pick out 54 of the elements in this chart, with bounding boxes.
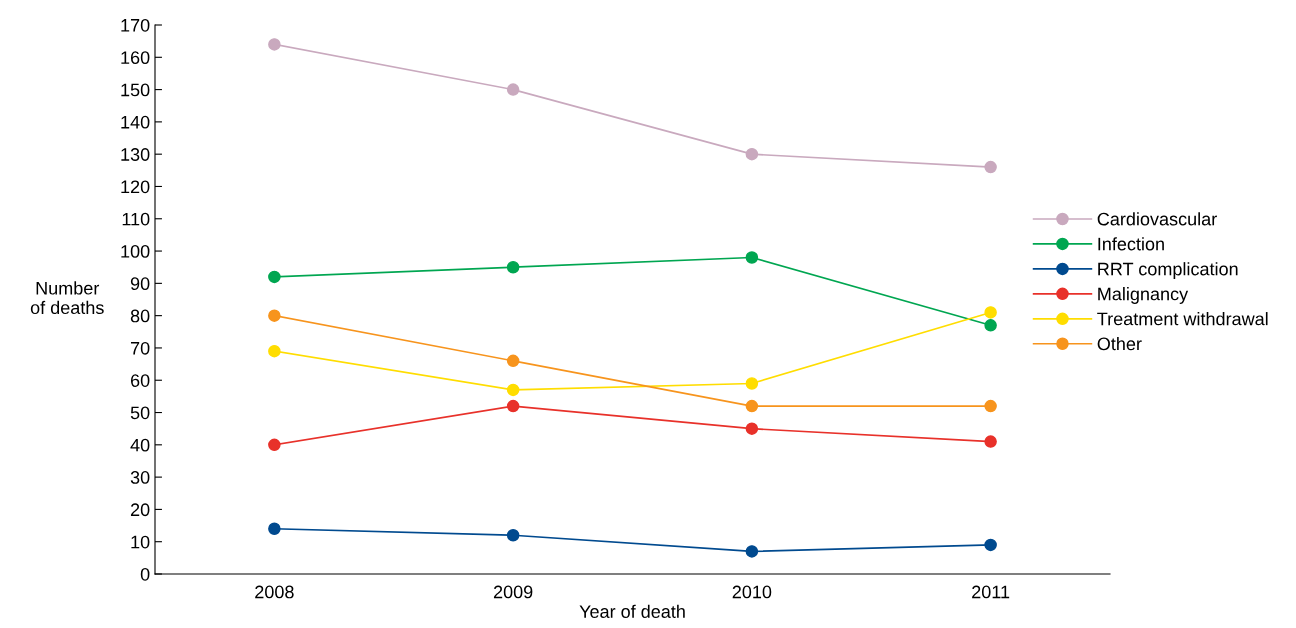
y-tick-label: 50 bbox=[130, 406, 150, 420]
y-tick-label: 110 bbox=[122, 212, 150, 226]
legend-label: Infection bbox=[1098, 237, 1164, 251]
x-tick-label: 2008 bbox=[255, 585, 294, 599]
point bbox=[984, 538, 997, 552]
y-tick-label: 10 bbox=[131, 535, 150, 549]
point bbox=[984, 435, 997, 448]
point bbox=[745, 422, 759, 435]
legend-label: Treatment withdrawal bbox=[1097, 312, 1268, 326]
point bbox=[506, 528, 520, 542]
x-tick-label: 2011 bbox=[972, 585, 1010, 599]
y-tick-label: 20 bbox=[130, 503, 150, 517]
point bbox=[745, 399, 759, 413]
y-tick-label: 150 bbox=[121, 83, 150, 97]
point bbox=[268, 270, 281, 284]
y-tick-label: 80 bbox=[130, 309, 150, 323]
point bbox=[984, 399, 997, 413]
x-tick-label: 2010 bbox=[732, 585, 772, 599]
x-axis-title: Year of death bbox=[579, 604, 685, 618]
point bbox=[745, 545, 759, 558]
y-tick-label: 60 bbox=[130, 374, 150, 387]
legend-label: Other bbox=[1097, 337, 1142, 351]
y-tick-label: 120 bbox=[121, 180, 150, 194]
y-tick-label: 90 bbox=[130, 277, 150, 291]
legend-label: Malignancy bbox=[1098, 287, 1189, 304]
point bbox=[745, 251, 759, 264]
y-tick-label: 40 bbox=[130, 438, 150, 452]
y-axis-title: Number of deaths bbox=[30, 281, 104, 315]
y-tick-label: 30 bbox=[130, 471, 150, 484]
y-tick-label: 140 bbox=[121, 115, 150, 129]
y-tick-label: 0 bbox=[140, 567, 150, 581]
point bbox=[745, 147, 759, 161]
y-tick-label: 160 bbox=[121, 51, 150, 65]
point bbox=[268, 522, 281, 536]
y-tick-label: 100 bbox=[121, 244, 150, 258]
legend-label: RRT complication bbox=[1098, 262, 1238, 279]
point bbox=[506, 399, 520, 413]
point bbox=[984, 306, 997, 319]
point bbox=[268, 309, 281, 322]
point bbox=[506, 260, 520, 274]
y-tick-label: 130 bbox=[121, 148, 150, 161]
y-tick-label: 170 bbox=[121, 18, 150, 32]
point bbox=[268, 438, 281, 452]
point bbox=[506, 383, 520, 397]
point bbox=[268, 38, 281, 51]
x-tick-label: 2009 bbox=[493, 585, 533, 599]
point bbox=[745, 377, 759, 390]
point bbox=[984, 319, 997, 332]
legend-label: Cardiovascular bbox=[1097, 212, 1217, 226]
point bbox=[268, 344, 281, 358]
point bbox=[506, 354, 520, 368]
point bbox=[984, 160, 997, 174]
point bbox=[506, 83, 520, 96]
y-tick-label: 70 bbox=[130, 341, 150, 355]
